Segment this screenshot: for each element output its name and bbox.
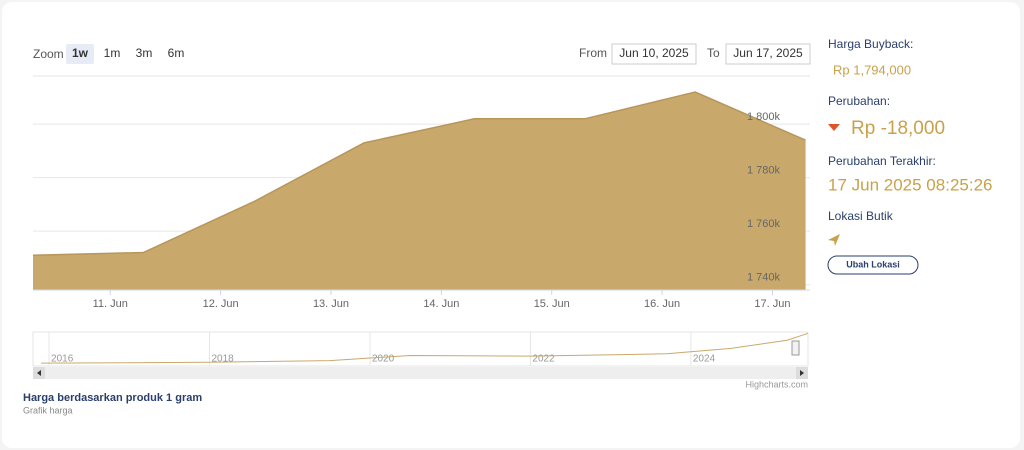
last-update-value: 17 Jun 2025 08:25:26 xyxy=(828,175,992,194)
x-tick-label: 12. Jun xyxy=(203,298,239,310)
down-icon xyxy=(828,124,840,131)
scrollbar[interactable] xyxy=(33,367,808,379)
to-input[interactable] xyxy=(725,43,811,65)
last-update-label: Perubahan Terakhir: xyxy=(828,154,936,168)
buyback-value: Rp 1,794,000 xyxy=(833,62,911,77)
buyback-label: Harga Buyback: xyxy=(828,37,913,51)
area-fill xyxy=(33,92,806,290)
from-label: From xyxy=(579,46,607,60)
from-input[interactable] xyxy=(611,43,697,65)
footer-subtitle: Grafik harga xyxy=(23,405,73,415)
navigator-label: 2022 xyxy=(532,354,555,365)
navigator-label: 2020 xyxy=(372,354,395,365)
y-tick-label: 1 800k xyxy=(747,111,781,123)
area-line xyxy=(32,91,806,256)
x-tick-label: 14. Jun xyxy=(423,298,459,310)
x-tick-label: 13. Jun xyxy=(313,298,349,310)
zoom-label: Zoom xyxy=(33,47,64,61)
x-tick-label: 16. Jun xyxy=(644,298,680,310)
change-label: Perubahan: xyxy=(828,94,890,108)
from-date[interactable]: Jun 10, 2025 xyxy=(619,46,689,60)
navigator-label: 2024 xyxy=(693,354,716,365)
navigator-label: 2016 xyxy=(51,354,74,365)
to-date[interactable]: Jun 17, 2025 xyxy=(733,46,803,60)
arrow-left xyxy=(37,370,41,376)
navigator-line xyxy=(41,332,809,364)
navigator-handle[interactable] xyxy=(791,340,800,356)
x-tick-label: 11. Jun xyxy=(93,298,128,310)
navigator xyxy=(32,331,809,367)
footer-title: Harga berdasarkan produk 1 gram xyxy=(23,392,202,404)
zoom-button[interactable]: 6m xyxy=(168,46,185,60)
location-label: Lokasi Butik xyxy=(828,209,894,223)
credit[interactable]: Highcharts.com xyxy=(745,379,808,389)
zoom-button[interactable]: 1w xyxy=(72,46,89,60)
y-tick-label: 1 740k xyxy=(747,272,781,284)
to-label: To xyxy=(707,46,720,60)
location-button-label[interactable]: Ubah Lokasi xyxy=(846,259,900,269)
change-value: Rp -18,000 xyxy=(851,118,945,139)
zoom-button-bg[interactable] xyxy=(66,44,94,64)
y-tick-label: 1 780k xyxy=(747,165,781,177)
navigator-label: 2018 xyxy=(212,354,235,365)
zoom-button[interactable]: 1m xyxy=(104,46,121,60)
location-button[interactable] xyxy=(827,255,919,275)
x-tick-label: 15. Jun xyxy=(534,298,570,310)
y-tick-label: 1 760k xyxy=(747,218,781,230)
location-icon xyxy=(828,234,840,246)
zoom-button[interactable]: 3m xyxy=(136,46,153,60)
x-tick-label: 17. Jun xyxy=(754,298,790,310)
arrow-right xyxy=(800,370,804,376)
